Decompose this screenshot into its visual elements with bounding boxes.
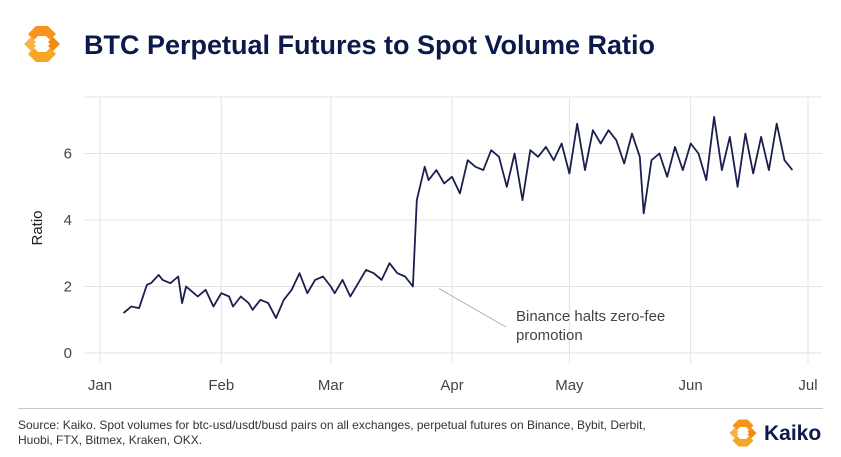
- x-tick-label: Apr: [440, 377, 463, 394]
- source-note: Source: Kaiko. Spot volumes for btc-usd/…: [18, 418, 646, 447]
- brand-name: Kaiko: [764, 422, 822, 445]
- annotation-leader-line: [438, 288, 507, 328]
- kaiko-brand: Kaiko: [728, 418, 838, 448]
- x-tick-label: May: [555, 377, 584, 394]
- annotation-text: Binance halts zero-fee: [516, 308, 665, 325]
- ratio-line-chart: 0 2 4 6 Jan Feb Mar Apr May Jun Jul Ratio Binance…: [29, 96, 822, 394]
- page-title: BTC Perpetual Futures to Spot Volume Rat…: [84, 30, 656, 60]
- x-tick-label: Mar: [318, 377, 344, 394]
- kaiko-logo-icon: [24, 26, 60, 62]
- x-tick-label: Feb: [208, 377, 234, 394]
- y-axis-ticks: 0 2 4 6: [64, 146, 72, 362]
- y-tick-label: 0: [64, 345, 72, 362]
- grid-lines: [84, 96, 822, 363]
- annotation-text: promotion: [516, 327, 583, 344]
- x-axis-ticks: Jan Feb Mar Apr May Jun Jul: [88, 377, 818, 394]
- series-line: [122, 116, 794, 320]
- x-tick-label: Jul: [798, 377, 817, 394]
- kaiko-brand-icon: [729, 419, 757, 447]
- y-axis-label: Ratio: [29, 210, 46, 245]
- footer-divider: [18, 408, 823, 409]
- x-tick-label: Jan: [88, 377, 112, 394]
- x-tick-label: Jun: [679, 377, 703, 394]
- series-layer: [122, 116, 794, 320]
- y-tick-label: 2: [64, 279, 72, 296]
- y-tick-label: 6: [64, 146, 72, 163]
- y-tick-label: 4: [64, 212, 72, 229]
- annotation: Binance halts zero-fee promotion: [438, 288, 665, 344]
